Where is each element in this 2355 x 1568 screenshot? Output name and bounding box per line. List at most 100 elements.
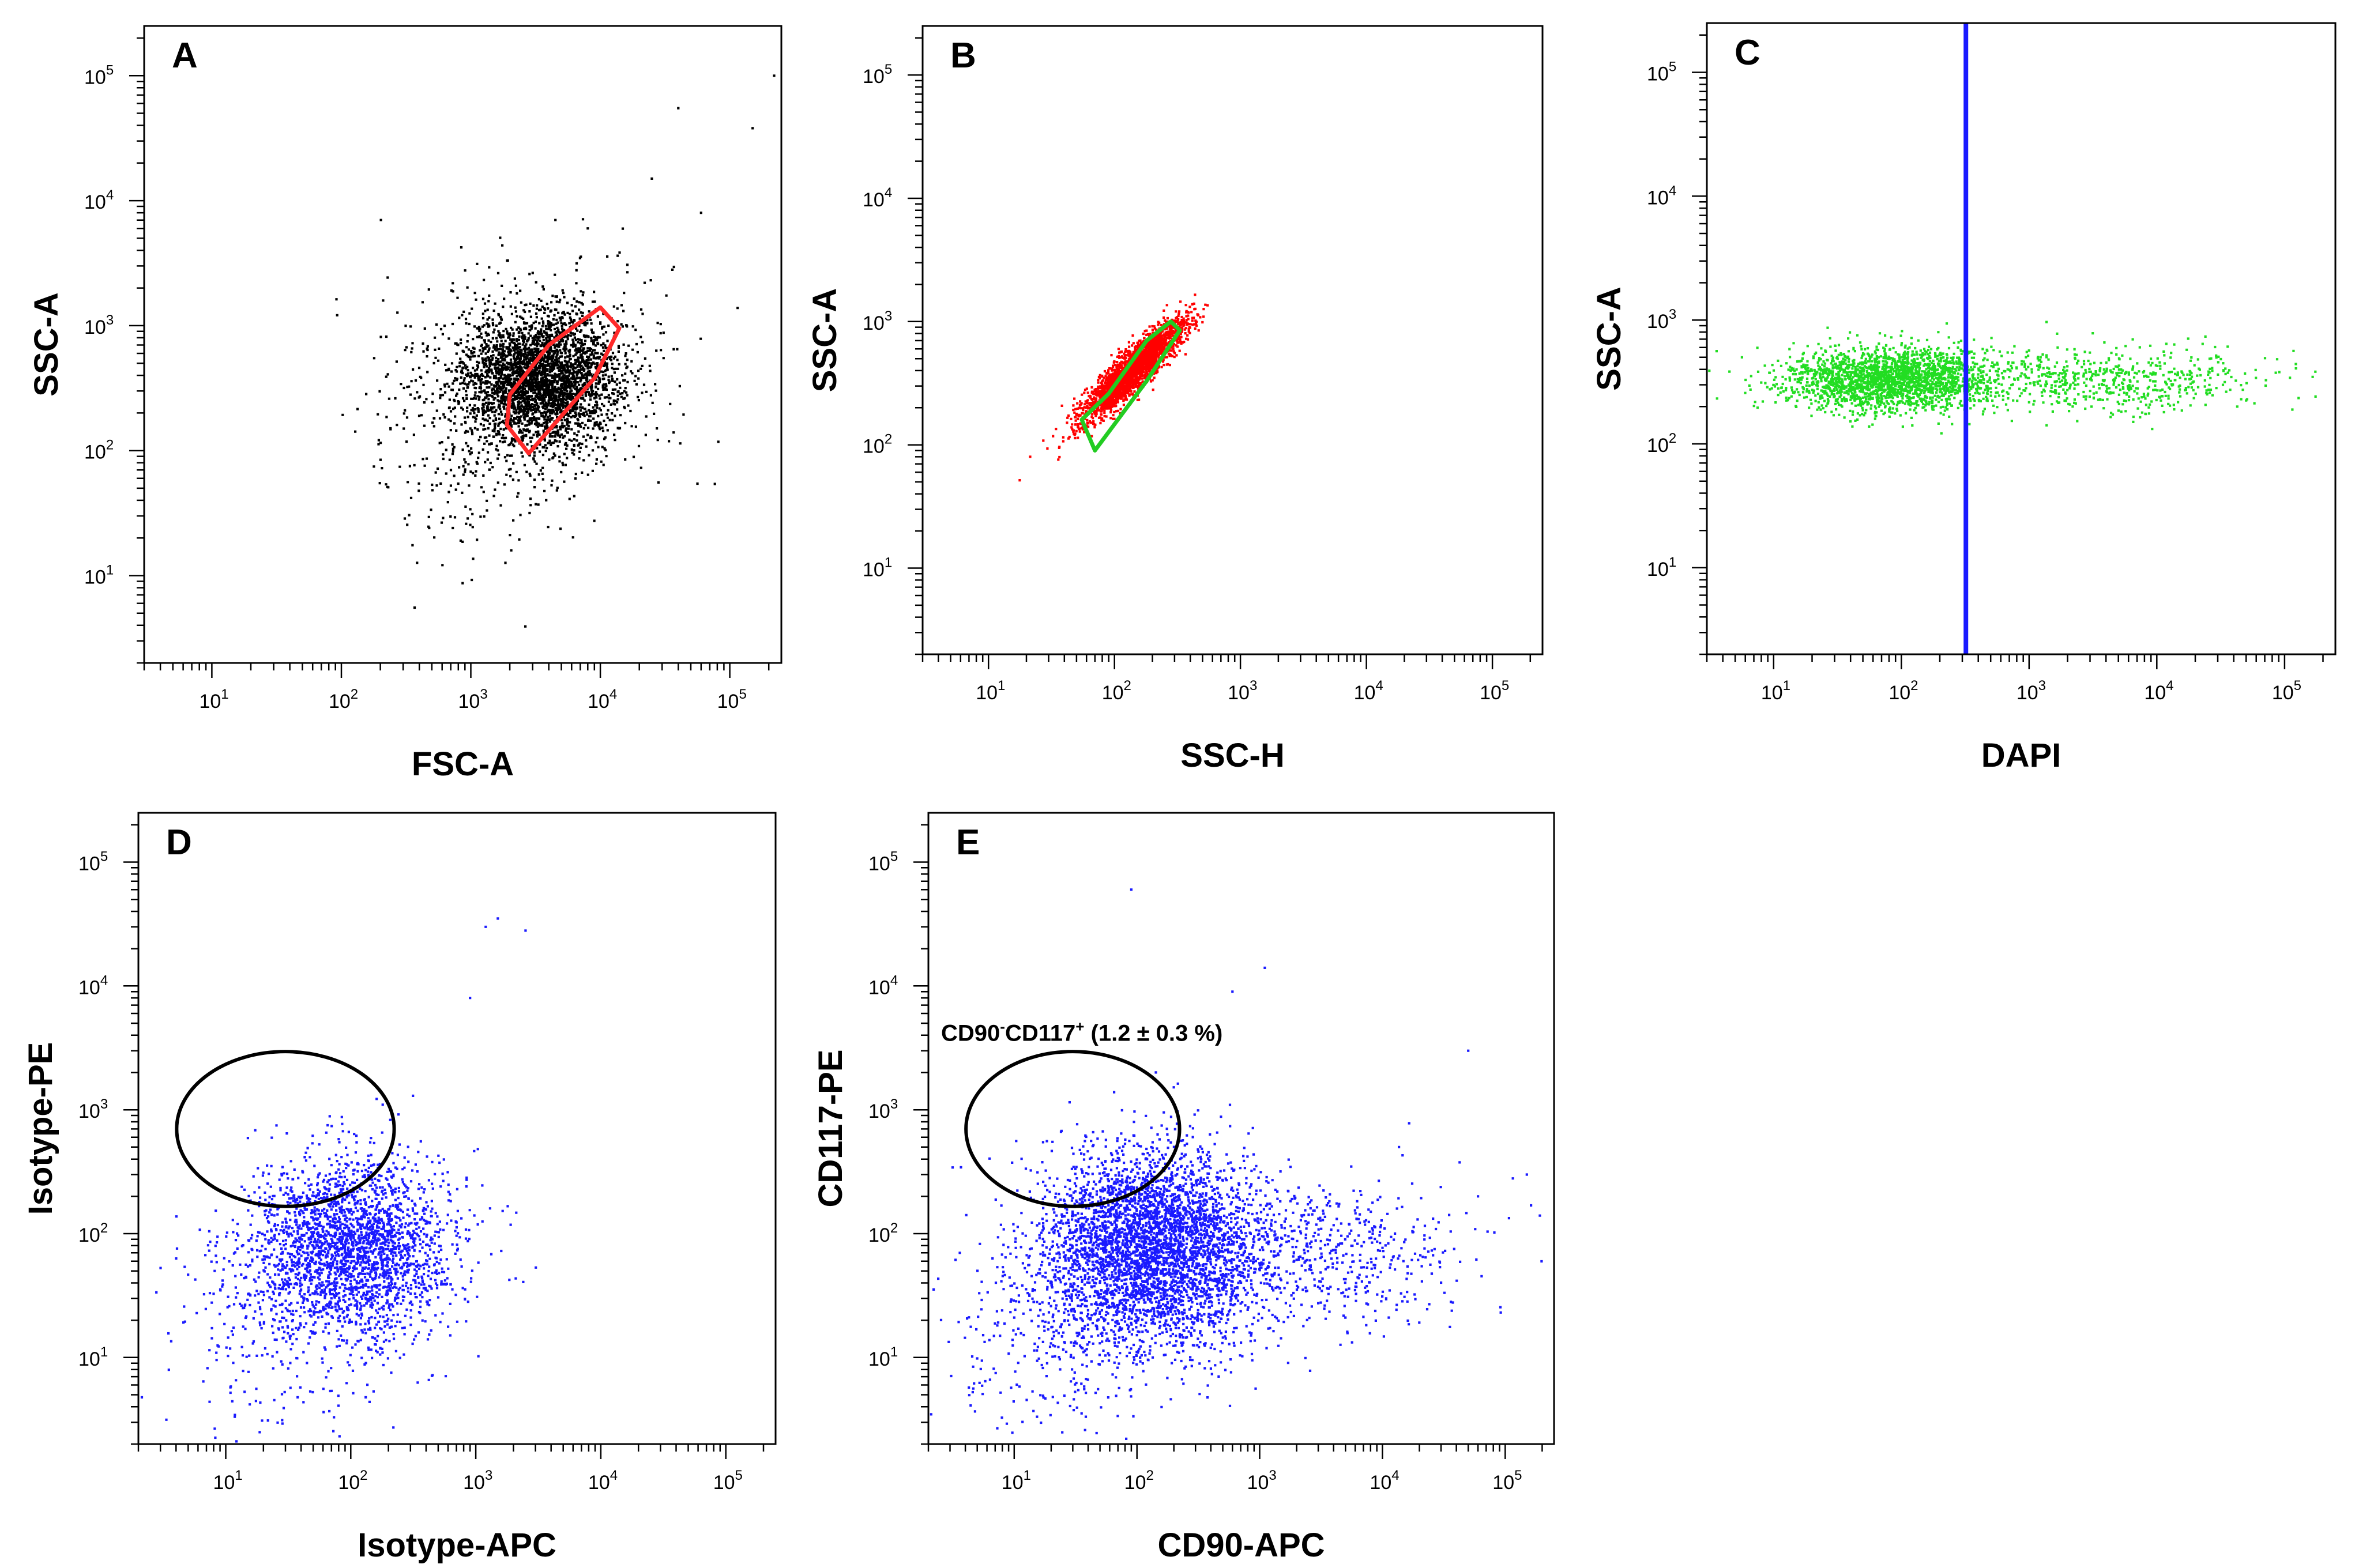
axes-d: 101 101 102 102 103 103 104 104 105 105 (78, 812, 777, 1494)
plot-frame-c (1706, 22, 2337, 655)
axes-b: 101 101 102 102 103 103 104 104 105 105 (863, 25, 1544, 704)
y-tick-label: 105 (1647, 59, 1676, 85)
plot-frame-d (137, 812, 777, 1445)
axis-ticks-a (129, 37, 770, 678)
gate-ellipse-d (175, 1050, 396, 1208)
plot-frame-a (143, 25, 783, 664)
panel-e: 101 101 102 102 103 103 104 104 105 105 E CD90-AP… (812, 812, 1555, 1564)
y-tick-label: 105 (863, 62, 892, 88)
x-tick-label: 103 (2017, 678, 2046, 704)
gate-annotation-prefix: CD90 (941, 1021, 1000, 1046)
gate-annotation-sup2: + (1075, 1018, 1084, 1035)
y-tick-label: 101 (868, 1344, 898, 1370)
y-tick-label: 103 (78, 1096, 108, 1122)
x-tick-label: 103 (463, 1468, 492, 1494)
panel-label-a: A (172, 36, 198, 76)
scatter-dots-d (140, 917, 537, 1443)
gate-annotation-sup1: - (1000, 1018, 1005, 1035)
x-tick-label: 102 (329, 687, 358, 713)
x-tick-label: 103 (1247, 1468, 1277, 1494)
y-tick-label: 104 (863, 185, 892, 211)
y-tick-label: 105 (868, 849, 898, 875)
x-axis-title-d: Isotype-APC (358, 1526, 556, 1564)
x-tick-label: 101 (199, 687, 228, 713)
y-tick-label: 103 (868, 1096, 898, 1122)
axes-e: 101 101 102 102 103 103 104 104 105 105 (868, 812, 1555, 1494)
y-axis-title-e: CD117-PE (812, 1049, 849, 1207)
x-tick-label: 104 (2144, 678, 2173, 704)
x-tick-label: 102 (338, 1468, 367, 1494)
y-tick-label: 104 (84, 187, 114, 213)
panel-label-e: E (956, 823, 980, 862)
panel-label-b: B (950, 36, 976, 76)
x-tick-label: 103 (458, 687, 488, 713)
x-axis-title-e: CD90-APC (1157, 1526, 1325, 1564)
gate-polygon-b (1079, 319, 1182, 453)
panel-label-d: D (166, 823, 192, 862)
y-tick-label: 102 (863, 432, 892, 458)
y-tick-label: 102 (868, 1220, 898, 1246)
scatter-points-c (1708, 321, 2317, 435)
gate-ellipse-e (964, 1050, 1182, 1208)
y-tick-label: 105 (84, 62, 114, 88)
y-tick-label: 101 (863, 555, 892, 581)
gate-polygon-a (505, 305, 622, 455)
y-tick-label: 101 (1647, 555, 1676, 581)
x-axis-title-a: FSC-A (412, 745, 514, 783)
scatter-dots-e (930, 888, 1543, 1440)
axes-c: 101 101 102 102 103 103 104 104 105 105 (1647, 22, 2337, 704)
x-axis-title-c: DAPI (1981, 737, 2061, 774)
gate-b (1079, 319, 1182, 453)
y-tick-label: 101 (84, 562, 114, 588)
y-tick-label: 105 (78, 849, 108, 875)
x-tick-label: 102 (1102, 678, 1131, 704)
gate-e (964, 1050, 1182, 1208)
panel-label-c: C (1735, 33, 1760, 73)
plot-frame-b (921, 25, 1544, 655)
y-tick-label: 104 (1647, 183, 1676, 209)
y-tick-label: 102 (1647, 431, 1676, 457)
x-tick-label: 101 (976, 678, 1005, 704)
axis-ticks-e (913, 824, 1543, 1459)
x-tick-label: 104 (588, 1468, 618, 1494)
y-tick-label: 102 (78, 1220, 108, 1246)
y-tick-label: 103 (863, 308, 892, 334)
axes-a: 101 101 102 102 103 103 104 104 105 105 (84, 25, 783, 713)
gate-a (505, 305, 622, 455)
scatter-points-d (140, 917, 537, 1443)
y-tick-label: 102 (84, 438, 114, 463)
x-tick-label: 104 (1370, 1468, 1399, 1494)
x-tick-label: 101 (213, 1468, 243, 1494)
scatter-points-e (930, 888, 1543, 1440)
y-tick-label: 101 (78, 1344, 108, 1370)
x-tick-label: 102 (1124, 1468, 1154, 1494)
y-tick-label: 103 (1647, 307, 1676, 333)
y-tick-label: 104 (868, 973, 898, 998)
x-tick-label: 101 (1002, 1468, 1031, 1494)
panel-b: 101 101 102 102 103 103 104 104 105 105 B SSC-H S… (806, 25, 1544, 774)
gate-d (175, 1050, 396, 1208)
scatter-dots-c (1708, 321, 2317, 435)
x-tick-label: 105 (2272, 678, 2301, 704)
plot-frame-e (927, 812, 1555, 1445)
gate-annotation: CD90-CD117+ (1.2 ± 0.3 %) (941, 1018, 1222, 1046)
x-axis-title-b: SSC-H (1180, 737, 1284, 774)
x-tick-label: 105 (1492, 1468, 1522, 1494)
panel-a: 101 101 102 102 103 103 104 104 105 105 A FSC-A S… (28, 25, 783, 783)
y-axis-title-c: SSC-A (1590, 287, 1628, 390)
y-axis-title-d: Isotype-PE (22, 1042, 59, 1215)
axis-ticks-b (908, 37, 1532, 669)
y-axis-title-b: SSC-A (806, 288, 844, 392)
gate-annotation-suffix: (1.2 ± 0.3 %) (1084, 1021, 1222, 1046)
x-tick-label: 104 (1354, 678, 1383, 704)
x-tick-label: 102 (1888, 678, 1918, 704)
gate-annotation-middle: CD117 (1005, 1021, 1075, 1046)
panel-c: 101 101 102 102 103 103 104 104 105 105 C DAPI SS… (1590, 22, 2337, 774)
x-tick-label: 105 (717, 687, 747, 713)
scatter-points-a (335, 74, 776, 628)
x-tick-label: 103 (1228, 678, 1257, 704)
panel-d: 101 101 102 102 103 103 104 104 105 105 D Isotype… (22, 812, 777, 1564)
y-axis-title-a: SSC-A (28, 292, 65, 396)
y-tick-label: 104 (78, 973, 108, 998)
